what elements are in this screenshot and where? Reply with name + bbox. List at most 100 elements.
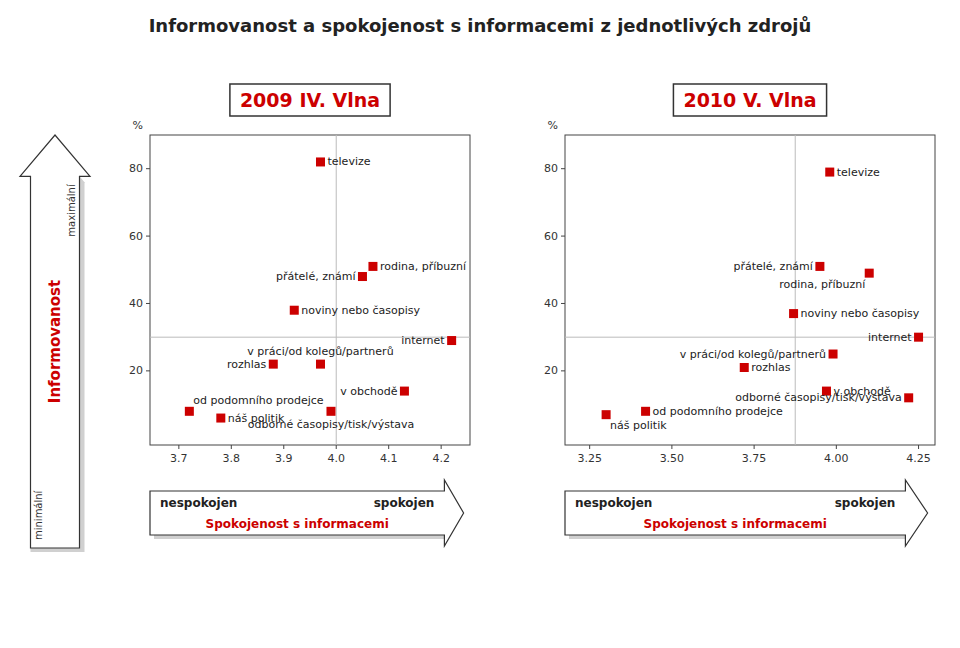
y-tick-label: 80: [129, 162, 143, 175]
point: [602, 410, 611, 419]
point: [865, 269, 874, 278]
x-tick-label: 3.25: [577, 452, 602, 465]
chart: 2009 IV. Vlna 3.7 3.8 3.9 4.0 4.1 4.2 20 40 60 80%…: [129, 84, 470, 546]
point: [641, 407, 650, 416]
y-tick-label: 80: [544, 162, 558, 175]
x-tick-label: 3.75: [742, 452, 767, 465]
point-label: přátelé, známí: [733, 260, 813, 273]
x-tick: [388, 445, 389, 449]
point-label: rozhlas: [751, 361, 791, 374]
plot-frame: [565, 135, 935, 445]
y-tick: [146, 370, 150, 371]
point-labels: televize rodina, příbuzní přátelé, známí no…: [193, 155, 467, 430]
x-arrow-body: [150, 480, 464, 546]
x-tick: [283, 445, 284, 449]
point-label: odborné časopisy/tisk/výstava: [735, 391, 901, 404]
point: [400, 387, 409, 396]
x-tick-label: 4.1: [380, 452, 398, 465]
point-label: přátelé, známí: [276, 270, 356, 283]
x-tick-label: 3.7: [170, 452, 188, 465]
y-tick-label: 40: [544, 297, 558, 310]
chart-title-box: 2009 IV. Vlna: [230, 84, 390, 116]
point-labels: televize přátelé, známí rodina, příbuzní no…: [610, 166, 920, 433]
x-arrow-body: [565, 480, 928, 546]
chart-title: 2010 V. Vlna: [683, 89, 816, 111]
y-unit-label: %: [133, 119, 143, 132]
y-tick-label: 60: [544, 230, 558, 243]
x-tick: [589, 445, 590, 449]
y-tick-label: 60: [129, 230, 143, 243]
x-arrow-left: nespokojen: [575, 496, 652, 510]
point-label: noviny nebo časopisy: [801, 307, 920, 320]
x-tick-label: 3.50: [660, 452, 685, 465]
y-tick-label: 20: [129, 364, 143, 377]
point: [358, 272, 367, 281]
y-tick: [146, 303, 150, 304]
point: [740, 363, 749, 372]
x-tick: [231, 445, 232, 449]
y-unit-label: %: [548, 119, 558, 132]
y-arrow-shadow: [80, 176, 85, 548]
x-arrow: nespokojen spokojen Spokojenost s informac…: [565, 480, 928, 546]
quadrant-line: [336, 135, 337, 445]
point-label: od podomního prodejce: [653, 405, 783, 418]
points: [602, 168, 923, 420]
x-tick: [178, 445, 179, 449]
y-tick: [561, 236, 565, 237]
x-tick: [671, 445, 672, 449]
point-label: televize: [837, 166, 880, 179]
background: [0, 0, 960, 648]
point-label: v obchodě: [340, 385, 397, 398]
x-tick: [836, 445, 837, 449]
y-tick: [561, 303, 565, 304]
x-arrow: nespokojenspokojenSpokojenost s informac…: [150, 480, 464, 546]
chart-root: Informovanost a spokojenost s informacem…: [0, 0, 960, 648]
point-label: od podomního prodejce: [193, 394, 323, 407]
chart-title-box: 2010 V. Vlna: [673, 84, 826, 116]
x-arrow-left: nespokojen: [160, 496, 237, 510]
point-label: v práci/od kolegů/partnerů: [247, 345, 393, 358]
chart: 2010 V. Vlna 3.25 3.50 3.75 4.00 4.25 20 40 60 80…: [544, 84, 935, 546]
point-label: noviny nebo časopisy: [301, 304, 420, 317]
y-arrow-body: [20, 135, 90, 548]
x-tick-label: 4.0: [327, 452, 345, 465]
point: [904, 393, 913, 402]
chart-title: 2009 IV. Vlna: [240, 89, 380, 111]
point: [316, 360, 325, 369]
point: [368, 262, 377, 271]
y-arrow-min: minimální: [33, 489, 44, 540]
point-label: rozhlas: [227, 358, 267, 371]
y-tick: [146, 236, 150, 237]
x-tick-label: 3.8: [223, 452, 241, 465]
x-tick-label: 3.9: [275, 452, 293, 465]
y-tick: [561, 370, 565, 371]
point-label: rodina, příbuzní: [779, 278, 866, 291]
y-arrow-max: maximální: [66, 183, 77, 237]
point: [216, 414, 225, 423]
x-arrow-label: Spokojenost s informacemi: [644, 517, 827, 531]
chart-title-frame: [230, 84, 390, 116]
y-arrow-label: Informovanost: [46, 280, 64, 403]
point: [447, 336, 456, 345]
y-tick-label: 40: [129, 297, 143, 310]
x-tick-label: 4.2: [432, 452, 450, 465]
main-title: Informovanost a spokojenost s informacem…: [149, 15, 812, 36]
x-tick-label: 4.25: [906, 452, 931, 465]
y-tick-label: 20: [544, 364, 558, 377]
point: [316, 157, 325, 166]
x-tick: [754, 445, 755, 449]
point-label: televize: [327, 155, 370, 168]
point: [914, 333, 923, 342]
point: [290, 306, 299, 315]
point: [326, 407, 335, 416]
x-arrow-label: Spokojenost s informacemi: [206, 517, 389, 531]
point-label: náš politik: [610, 419, 667, 432]
plot-frame: [150, 135, 470, 445]
y-arrow: Informovanost maximální minimální: [20, 135, 90, 552]
point-label: rodina, příbuzní: [380, 260, 467, 273]
x-tick-label: 4.00: [824, 452, 849, 465]
point: [829, 350, 838, 359]
x-arrow-right: spokojen: [835, 496, 896, 510]
x-tick: [441, 445, 442, 449]
point: [815, 262, 824, 271]
